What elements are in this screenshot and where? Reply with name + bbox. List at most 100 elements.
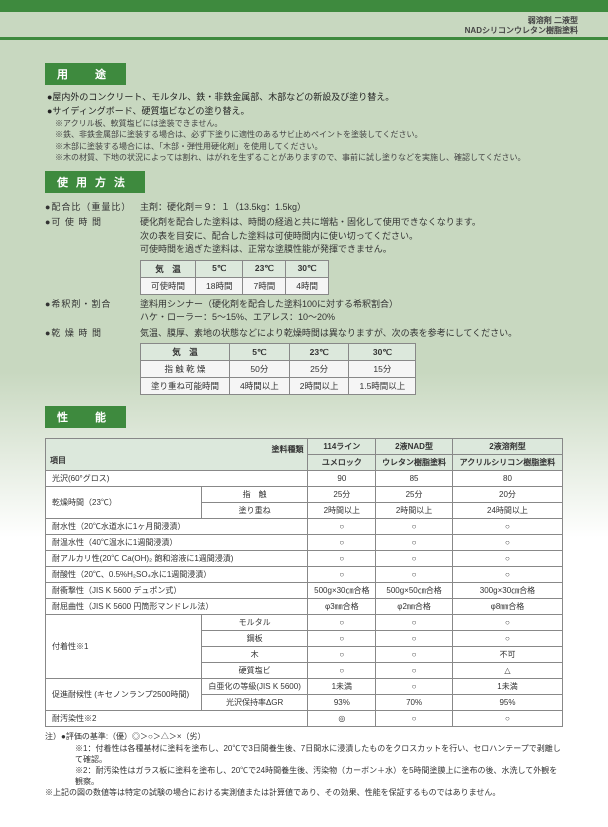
perf-c3b: アクリルシリコン樹脂塗料 <box>452 455 562 471</box>
performance-table: 塗料種類 項目 114ライン 2液NAD型 2液溶剤型 ユメロック ウレタン樹脂… <box>45 438 563 727</box>
perf-c1a: 114ライン <box>308 439 376 455</box>
uses-bullet2: ●サイディングボード、硬質塩ビなどの塗り替え。 <box>47 105 563 119</box>
thinner-row: ●希釈剤・割合 塗料用シンナー（硬化剤を配合した塗料100に対する希釈割合） ハ… <box>45 298 563 325</box>
row-gloss: 光沢(60°グロス) <box>46 471 308 487</box>
cell: ○ <box>308 519 376 535</box>
cell: 2時間以上 <box>376 503 453 519</box>
cell: 80 <box>452 471 562 487</box>
t2-h4: 30℃ <box>349 344 416 361</box>
footnote-1: ※1：付着性は各種基材に塗料を塗布し、20℃で3日間養生後、7日間水に浸漬したも… <box>75 743 563 765</box>
time-value: 硬化剤を配合した塗料は、時間の経過と共に増粘・固化して使用できなくなります。 次… <box>140 216 563 257</box>
usable-time-table: 気 温 5℃ 23℃ 30℃ 可使時間 18時間 7時間 4時間 <box>140 260 329 295</box>
perf-c2b: ウレタン樹脂塗料 <box>376 455 453 471</box>
perf-c1b: ユメロック <box>308 455 376 471</box>
row-wood: 木 <box>201 647 308 663</box>
cell: ○ <box>452 567 562 583</box>
t2-r2c3: 2時間以上 <box>289 378 349 395</box>
t1-r1c2: 18時間 <box>196 277 243 294</box>
cell: ○ <box>376 535 453 551</box>
ratio-value: 主剤：硬化剤＝９：１（13.5kg：1.5kg） <box>140 201 563 215</box>
section-method-title: 使用方法 <box>45 171 145 193</box>
thinner-label: ●希釈剤・割合 <box>45 298 140 325</box>
row-mortar: モルタル <box>201 615 308 631</box>
cell: 70% <box>376 695 453 711</box>
time-row: ●可 使 時 間 硬化剤を配合した塗料は、時間の経過と共に増粘・固化して使用でき… <box>45 216 563 257</box>
cell: ○ <box>308 551 376 567</box>
cell: 90 <box>308 471 376 487</box>
top-green-bar <box>0 0 608 12</box>
perf-c2a: 2液NAD型 <box>376 439 453 455</box>
dry-time-table: 気 温 5℃ 23℃ 30℃ 指 触 乾 燥 50分 25分 15分 塗り重ね可… <box>140 343 416 395</box>
t1-h1: 気 温 <box>141 260 196 277</box>
row-acid: 耐酸性（20℃、0.5%H₂SO₄水に1週間浸漬） <box>46 567 308 583</box>
t2-r1c3: 25分 <box>289 361 349 378</box>
row-pvc: 硬質塩ビ <box>201 663 308 679</box>
header-line1: 弱溶剤 二液型 <box>0 16 578 26</box>
cell: 25分 <box>308 487 376 503</box>
row-touch: 指 触 <box>201 487 308 503</box>
t2-r1c4: 15分 <box>349 361 416 378</box>
t2-r1c2: 50分 <box>230 361 290 378</box>
perf-paint-label: 塗料種類 <box>50 444 303 455</box>
cell: 500g×50㎝合格 <box>376 583 453 599</box>
cell: ○ <box>308 663 376 679</box>
row-steel: 鋼板 <box>201 631 308 647</box>
dry-text: 気温、膜厚、素地の状態などにより乾燥時間は異なりますが、次の表を参考にしてくださ… <box>140 327 563 341</box>
cell: ○ <box>452 535 562 551</box>
cell: 不可 <box>452 647 562 663</box>
cell: 2時間以上 <box>308 503 376 519</box>
time-text2: 次の表を目安に、配合した塗料は可使時間内に使い切ってください。 <box>140 230 563 244</box>
perf-c3a: 2液溶剤型 <box>452 439 562 455</box>
cell: ○ <box>308 567 376 583</box>
cell: ◎ <box>308 711 376 727</box>
header-text: 弱溶剤 二液型 NADシリコンウレタン樹脂塗料 <box>0 12 608 37</box>
header-line2: NADシリコンウレタン樹脂塗料 <box>0 26 578 36</box>
t1-r1c3: 7時間 <box>243 277 286 294</box>
row-stain: 耐汚染性※2 <box>46 711 308 727</box>
cell: 93% <box>308 695 376 711</box>
cell: ○ <box>308 631 376 647</box>
cell: 20分 <box>452 487 562 503</box>
row-weather: 促進耐候性 (キセノンランプ2500時間) <box>46 679 202 711</box>
cell: △ <box>452 663 562 679</box>
footnotes: 注）●評価の基準:（優）◎＞○＞△＞×（劣） ※1：付着性は各種基材に塗料を塗布… <box>45 731 563 798</box>
t1-h2: 5℃ <box>196 260 243 277</box>
cell: ○ <box>452 551 562 567</box>
thinner-text2: ハケ・ローラー：5〜15%、エアレス：10〜20% <box>140 311 563 325</box>
cell: 500g×30㎝合格 <box>308 583 376 599</box>
section-perf-title: 性 能 <box>45 406 126 428</box>
cell: 1未満 <box>452 679 562 695</box>
cell: ○ <box>308 615 376 631</box>
ratio-label: ●配合比（重量比） <box>45 201 140 215</box>
cell: ○ <box>376 615 453 631</box>
cell: ○ <box>376 711 453 727</box>
cell: ○ <box>452 711 562 727</box>
cell: 25分 <box>376 487 453 503</box>
thinner-text1: 塗料用シンナー（硬化剤を配合した塗料100に対する希釈割合） <box>140 298 563 312</box>
cell: ○ <box>452 519 562 535</box>
cell: 85 <box>376 471 453 487</box>
t1-r1c4: 4時間 <box>286 277 329 294</box>
footnote-2: ※2：耐汚染性はガラス板に塗料を塗布し、20℃で24時間養生後、汚染物（カーボン… <box>75 765 563 787</box>
t2-h3: 23℃ <box>289 344 349 361</box>
row-flex: 耐屈曲性（JIS K 5600 円筒形マンドレル法） <box>46 599 308 615</box>
row-glossret: 光沢保持率ΔGR <box>201 695 308 711</box>
perf-item-label: 項目 <box>50 455 303 466</box>
row-hw: 耐温水性（40℃温水に1週間浸漬） <box>46 535 308 551</box>
t2-r2c2: 4時間以上 <box>230 378 290 395</box>
uses-bullet1: ●屋内外のコンクリート、モルタル、鉄・非鉄金属部、木部などの新設及び塗り替え。 <box>47 91 563 105</box>
t2-h1: 気 温 <box>141 344 230 361</box>
cell: ○ <box>308 647 376 663</box>
row-alk: 耐アルカリ性(20℃ Ca(OH)₂ 飽和溶液に1週間浸漬) <box>46 551 308 567</box>
row-impact: 耐衝撃性（JIS K 5600 デュポン式） <box>46 583 308 599</box>
row-adh: 付着性※1 <box>46 615 202 679</box>
thinner-value: 塗料用シンナー（硬化剤を配合した塗料100に対する希釈割合） ハケ・ローラー：5… <box>140 298 563 325</box>
uses-note4: ※木の材質、下地の状況によっては割れ、はがれを生ずることがありますので、事前に試… <box>55 152 563 163</box>
cell: ○ <box>308 535 376 551</box>
cell: φ8㎜合格 <box>452 599 562 615</box>
dry-label: ●乾 燥 時 間 <box>45 327 140 341</box>
cell: ○ <box>376 567 453 583</box>
t1-h3: 23℃ <box>243 260 286 277</box>
time-text3: 可使時間を過ぎた塗料は、正常な塗膜性能が発揮できません。 <box>140 243 563 257</box>
t2-h2: 5℃ <box>230 344 290 361</box>
